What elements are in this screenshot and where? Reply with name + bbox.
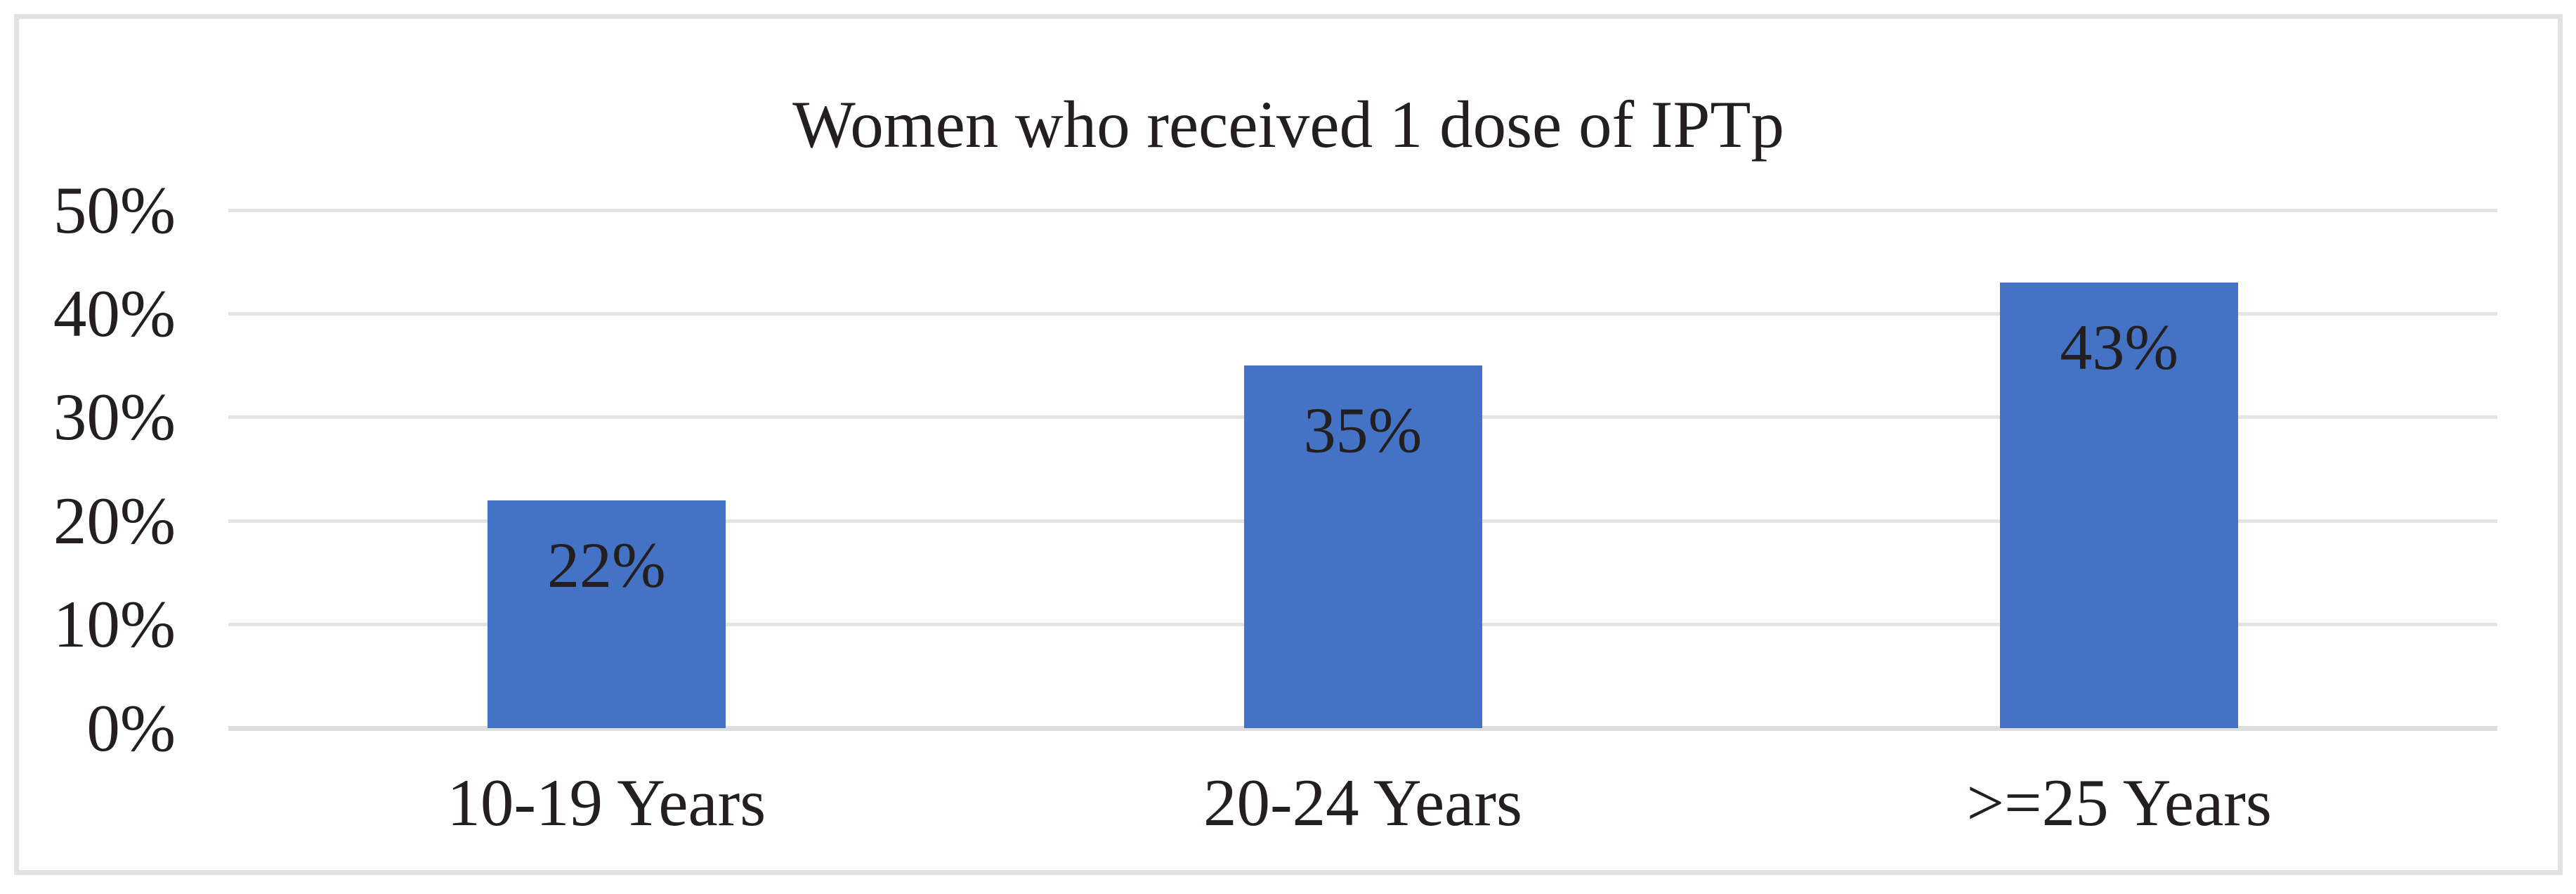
y-tick-label: 0% — [86, 690, 176, 765]
bar-data-label: 35% — [1303, 394, 1423, 467]
y-tick-label: 30% — [53, 380, 176, 455]
bar — [2000, 283, 2239, 728]
gridline — [228, 208, 2497, 212]
bar — [487, 500, 726, 728]
y-tick-label: 50% — [53, 172, 176, 247]
y-tick-label: 10% — [53, 587, 176, 662]
x-axis-baseline — [228, 725, 2497, 731]
x-category-label: >=25 Years — [1966, 765, 2272, 840]
bar-data-label: 43% — [2060, 311, 2178, 384]
bar-data-label: 22% — [547, 529, 666, 601]
y-tick-label: 40% — [53, 276, 176, 351]
y-tick-label: 20% — [53, 483, 176, 558]
x-category-label: 10-19 Years — [447, 765, 766, 840]
gridline — [228, 311, 2497, 316]
bar — [1243, 365, 1482, 728]
x-category-label: 20-24 Years — [1203, 765, 1522, 840]
chart-title: Women who received 1 dose of IPTp — [792, 87, 1784, 162]
